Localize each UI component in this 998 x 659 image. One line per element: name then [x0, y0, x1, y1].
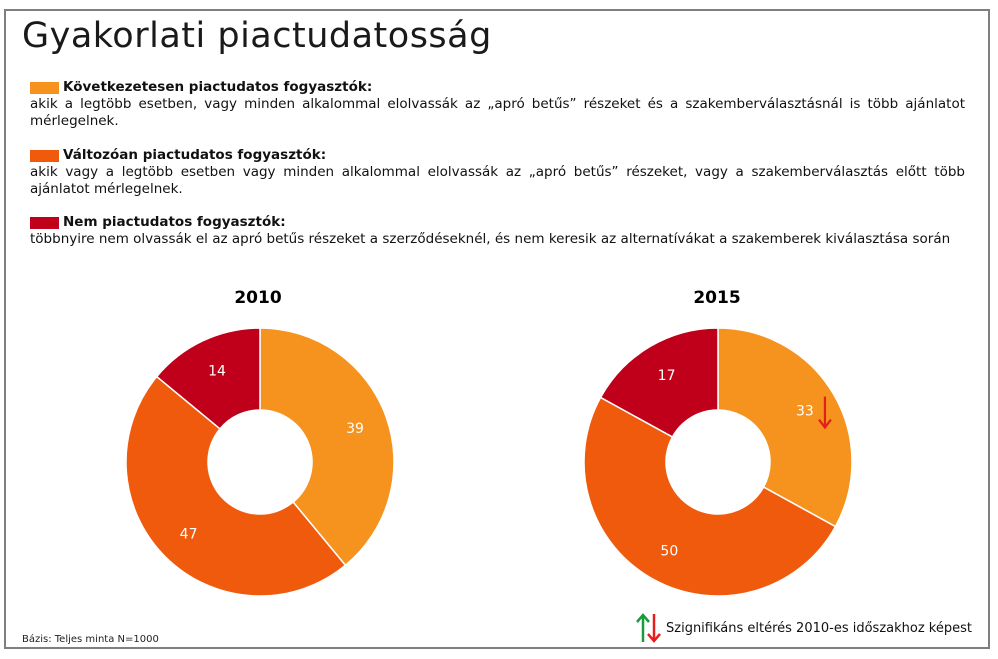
up-down-arrows-icon: [636, 613, 661, 643]
significance-note: Szignifikáns eltérés 2010-es időszakhoz …: [636, 612, 972, 644]
data-label-variable: 47: [180, 526, 198, 542]
base-note: Bázis: Teljes minta N=1000: [22, 634, 159, 645]
donut-slice-not: [599, 327, 719, 438]
donut-chart-2015: 33 50 17: [583, 327, 853, 597]
legend-swatch-variable: [30, 149, 59, 162]
data-label-variable: 50: [660, 544, 678, 560]
legend-item-variable: Változóan piactudatos fogyasztók: akik v…: [30, 147, 965, 198]
data-label-consistent: 33: [796, 404, 814, 420]
donut-slice-consistent: [259, 327, 395, 567]
significance-text: Szignifikáns eltérés 2010-es időszakhoz …: [666, 620, 972, 636]
legend-label: Változóan piactudatos fogyasztók:: [63, 147, 327, 163]
legend-label: Következetesen piactudatos fogyasztók:: [63, 79, 373, 95]
page-title: Gyakorlati piactudatosság: [22, 16, 492, 56]
chart-title-2015: 2015: [693, 288, 741, 308]
legend-swatch-consistent: [30, 81, 59, 94]
significant-decrease-arrow-icon: [818, 396, 832, 430]
donut-slice-not: [155, 327, 261, 430]
legend-description: akik vagy a legtöbb esetben vagy minden …: [30, 164, 965, 197]
legend-label: Nem piactudatos fogyasztók:: [63, 214, 286, 230]
legend-description: többnyire nem olvassák el az apró betűs …: [30, 231, 951, 247]
legend-description: akik a legtöbb esetben, vagy minden alka…: [30, 96, 965, 129]
donut-slice-variable: [583, 396, 837, 597]
data-label-not: 17: [658, 368, 676, 384]
legend-swatch-not: [30, 216, 59, 229]
legend-item-consistent: Következetesen piactudatos fogyasztók: a…: [30, 79, 965, 130]
data-label-not: 14: [208, 364, 226, 380]
donut-slice-variable: [125, 375, 347, 597]
chart-title-2010: 2010: [234, 288, 282, 308]
legend-item-not: Nem piactudatos fogyasztók: többnyire ne…: [30, 214, 965, 248]
data-label-consistent: 39: [346, 421, 364, 437]
donut-slice-consistent: [717, 327, 853, 528]
donut-chart-2010: 39 47 14: [125, 327, 395, 597]
